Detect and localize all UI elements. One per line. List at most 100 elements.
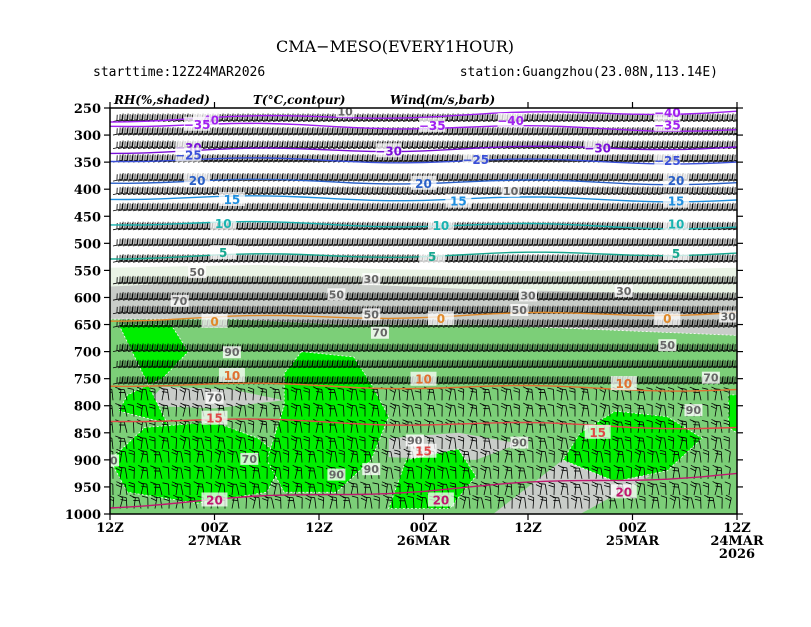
wind-barb	[727, 119, 737, 122]
wind-barb	[292, 119, 303, 122]
wind-barb	[707, 119, 718, 122]
wind-barb	[427, 132, 438, 136]
wind-barb	[482, 119, 493, 122]
wind-barb	[267, 159, 278, 163]
wind-barb	[417, 132, 428, 136]
wind-barb	[152, 146, 163, 149]
wind-barb	[402, 146, 413, 149]
wind-barb	[282, 119, 293, 122]
wind-barb	[157, 146, 168, 149]
wind-barb	[137, 132, 148, 136]
wind-barb	[577, 119, 588, 122]
wind-barb	[512, 132, 523, 136]
wind-barb	[387, 132, 398, 136]
wind-barb	[522, 132, 533, 136]
wind-barb	[112, 146, 123, 149]
wind-barb	[317, 132, 328, 136]
wind-barb	[467, 132, 478, 136]
wind-barb	[222, 132, 233, 136]
wind-barb	[237, 119, 248, 122]
wind-barb	[187, 132, 198, 136]
wind-barb	[497, 132, 508, 136]
wind-barb	[607, 119, 618, 122]
wind-barb	[432, 146, 443, 149]
wind-barb	[297, 159, 308, 163]
wind-barb	[372, 132, 383, 136]
wind-barb	[617, 119, 628, 122]
wind-barb	[662, 146, 673, 149]
wind-barb	[257, 159, 268, 163]
wind-barb	[192, 132, 203, 136]
wind-barb	[712, 119, 723, 122]
wind-barb	[262, 132, 273, 136]
wind-barb	[212, 159, 223, 163]
wind-barb	[412, 132, 423, 136]
wind-barb	[692, 146, 703, 149]
wind-barb	[652, 132, 663, 136]
wind-barb	[717, 119, 728, 122]
wind-barb	[507, 132, 518, 136]
wind-barb	[672, 146, 683, 149]
wind-barb	[552, 132, 563, 136]
wind-barb	[557, 132, 568, 136]
wind-barb	[472, 132, 483, 136]
wind-barb	[222, 119, 233, 122]
wind-barb	[602, 119, 613, 122]
wind-barb	[332, 132, 343, 136]
wind-barb	[447, 132, 458, 136]
wind-barb	[277, 159, 288, 163]
wind-barb	[632, 146, 643, 149]
wind-barb	[287, 159, 298, 163]
wind-barb	[567, 132, 578, 136]
wind-barb	[662, 132, 673, 136]
wind-barb	[572, 119, 583, 122]
wind-barb	[592, 132, 603, 136]
wind-barb	[477, 119, 488, 122]
chart-title: CMA−MESO(EVERY1HOUR)	[276, 37, 514, 56]
wind-barb	[492, 159, 503, 163]
wind-barb	[307, 146, 318, 149]
wind-barb	[587, 119, 598, 122]
wind-barb	[252, 159, 263, 163]
wind-barb	[697, 132, 708, 136]
wind-barb	[732, 147, 737, 149]
wind-barb	[177, 132, 188, 136]
wind-barb	[207, 132, 218, 136]
wind-barb	[162, 132, 173, 136]
wind-barb	[402, 159, 413, 163]
wind-barb	[447, 146, 458, 149]
wind-barb	[492, 132, 503, 136]
wind-barb	[297, 119, 308, 122]
wind-barb	[332, 119, 343, 122]
wind-barb	[412, 146, 423, 149]
wind-barb	[652, 146, 663, 149]
wind-barb	[672, 132, 683, 136]
wind-barb	[547, 132, 558, 136]
wind-barb	[207, 146, 218, 149]
wind-barb	[197, 132, 208, 136]
wind-barb	[322, 119, 333, 122]
wind-barb	[277, 119, 288, 122]
wind-barb	[117, 119, 128, 122]
wind-barb	[537, 119, 548, 122]
wind-barb	[272, 132, 283, 136]
station-label: station:Guangzhou(23.08N,113.14E)	[460, 65, 718, 80]
wind-barb	[397, 119, 408, 122]
wind-barb	[702, 119, 713, 122]
wind-barb	[227, 119, 238, 122]
wind-barb	[327, 132, 338, 136]
wind-barb	[307, 119, 318, 122]
wind-barb	[497, 159, 508, 163]
wind-barb	[327, 146, 338, 149]
wind-barb	[367, 119, 378, 122]
wind-barb	[132, 132, 143, 136]
wind-barb	[342, 146, 353, 149]
wind-barb	[237, 132, 248, 136]
wind-barb	[312, 119, 323, 122]
wind-barb	[242, 159, 253, 163]
wind-barb	[127, 146, 138, 149]
wind-barb	[487, 159, 498, 163]
wind-barb	[357, 146, 368, 149]
wind-barb	[322, 132, 333, 136]
